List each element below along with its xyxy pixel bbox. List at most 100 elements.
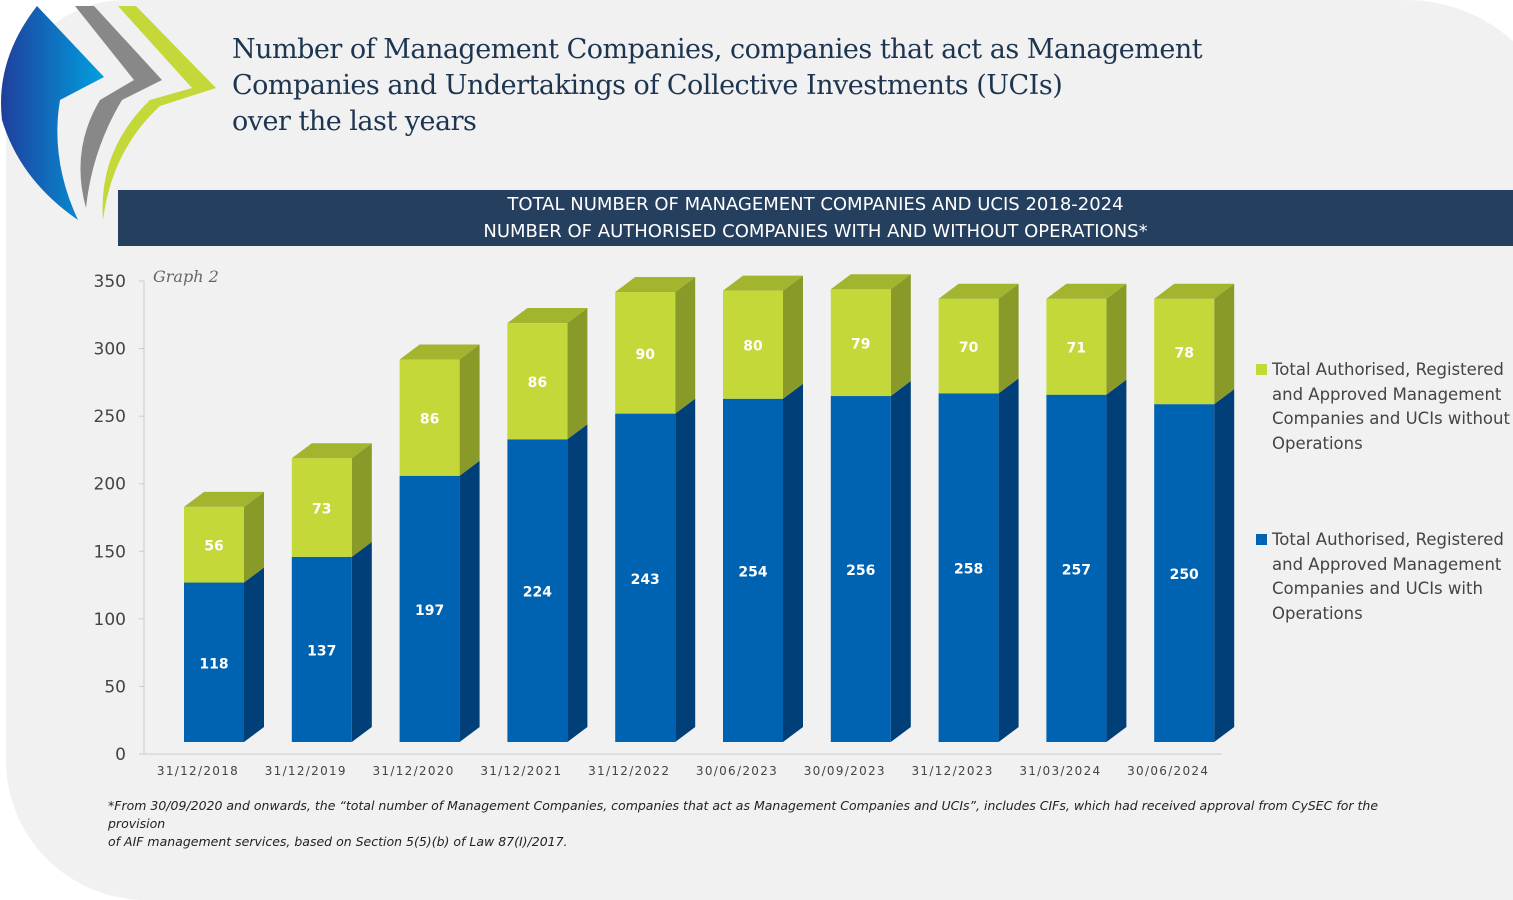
data-label: 197 xyxy=(415,603,444,619)
bar-top xyxy=(291,443,372,459)
bar-segment xyxy=(723,398,783,742)
x-tick-label: 31/12/2022 xyxy=(588,764,670,778)
bar-segment xyxy=(507,323,568,440)
legend-item-with-operations: Total Authorised, Registered and Approve… xyxy=(1256,528,1513,626)
x-tick-label: 31/12/2021 xyxy=(480,764,562,778)
x-tick-label: 31/12/2020 xyxy=(373,764,455,778)
data-label: 90 xyxy=(635,347,655,363)
bar-side xyxy=(351,443,372,557)
y-tick-label: 50 xyxy=(104,677,126,697)
bar-segment xyxy=(291,458,352,557)
data-label: 56 xyxy=(204,539,223,555)
bar-top xyxy=(938,283,1019,299)
footnote-line: of AIF management services, based on Sec… xyxy=(108,834,568,849)
y-tick-label: 0 xyxy=(115,745,126,765)
bar-segment xyxy=(615,413,676,742)
bar-side xyxy=(890,274,911,397)
x-tick-label: 31/03/2024 xyxy=(1019,764,1101,778)
bar-segment xyxy=(507,439,568,742)
page-title: Number of Management Companies, companie… xyxy=(232,32,1203,140)
data-label: 118 xyxy=(199,656,228,672)
logo xyxy=(1,6,216,220)
bar-segment xyxy=(291,556,352,742)
data-label: 250 xyxy=(1170,567,1199,583)
legend-item-without-operations: Total Authorised, Registered and Approve… xyxy=(1256,358,1513,456)
y-tick-label: 200 xyxy=(94,475,126,495)
legend-swatch-blue xyxy=(1256,534,1267,545)
banner-line-1: TOTAL NUMBER OF MANAGEMENT COMPANIES AND… xyxy=(507,194,1124,215)
bar-side xyxy=(567,424,588,742)
x-tick-label: 30/06/2023 xyxy=(696,764,778,778)
bar-side xyxy=(1214,283,1235,405)
x-tick-label: 31/12/2018 xyxy=(157,764,239,778)
bar-segment xyxy=(399,475,460,742)
bar-top xyxy=(507,308,588,324)
bar-top xyxy=(723,275,803,291)
bar-segment xyxy=(723,290,783,399)
data-label: 71 xyxy=(1067,341,1086,357)
title-line: Companies and Undertakings of Collective… xyxy=(232,70,1063,101)
y-tick-label: 300 xyxy=(94,340,126,360)
data-label: 258 xyxy=(954,562,983,578)
bar-side xyxy=(998,378,1019,742)
legend-swatch-green xyxy=(1256,364,1267,375)
data-label: 73 xyxy=(312,502,331,518)
data-label: 86 xyxy=(528,375,547,391)
bar-segment xyxy=(938,298,999,394)
data-label: 224 xyxy=(523,585,552,601)
x-tick-label: 31/12/2023 xyxy=(912,764,994,778)
bar-segment xyxy=(184,582,244,742)
bar-side xyxy=(890,381,911,742)
title-line: Number of Management Companies, companie… xyxy=(232,34,1203,65)
bar-top xyxy=(184,491,264,507)
data-label: 256 xyxy=(846,563,875,579)
bar-segment xyxy=(1154,298,1215,405)
banner-line-2: NUMBER OF AUTHORISED COMPANIES WITH AND … xyxy=(483,221,1148,242)
bar-side xyxy=(567,308,588,440)
bar-segment xyxy=(184,506,244,583)
y-tick-label: 250 xyxy=(94,407,126,427)
bar-segment xyxy=(830,289,891,397)
x-tick-label: 30/09/2023 xyxy=(804,764,886,778)
bar-top xyxy=(830,274,911,290)
bar-top xyxy=(399,344,480,360)
footnote: *From 30/09/2020 and onwards, the “total… xyxy=(108,797,1408,851)
bar-side xyxy=(998,283,1019,394)
bar-segment xyxy=(1154,404,1215,742)
x-tick-label: 30/06/2024 xyxy=(1127,764,1209,778)
data-label: 70 xyxy=(959,340,979,356)
footnote-line: *From 30/09/2020 and onwards, the “total… xyxy=(108,798,1379,831)
bar-segment xyxy=(1046,394,1107,742)
legend-label: Total Authorised, Registered and Approve… xyxy=(1272,360,1510,453)
chart-banner: TOTAL NUMBER OF MANAGEMENT COMPANIES AND… xyxy=(118,190,1513,246)
bar-top xyxy=(1046,283,1127,299)
bar-segment xyxy=(399,359,460,476)
y-tick-label: 100 xyxy=(94,610,126,630)
bar-side xyxy=(459,460,480,742)
x-tick-label: 31/12/2019 xyxy=(265,764,347,778)
data-label: 257 xyxy=(1062,562,1091,578)
bar-side xyxy=(783,383,803,742)
bar-segment xyxy=(830,396,891,742)
bar-side xyxy=(675,276,696,414)
data-label: 254 xyxy=(738,564,767,580)
bar-side xyxy=(675,398,696,742)
y-tick-label: 350 xyxy=(94,272,126,292)
data-label: 86 xyxy=(420,412,439,428)
bar-side xyxy=(459,344,480,476)
bar-segment xyxy=(1046,298,1107,395)
bar-segment xyxy=(615,291,676,414)
data-label: 243 xyxy=(631,572,660,588)
bar-side xyxy=(1106,379,1127,742)
bar-chart: 0 50 100 150 200 250 300 350 118 56 31/12/2018 137 7… xyxy=(94,272,1235,778)
legend-label: Total Authorised, Registered and Approve… xyxy=(1272,530,1504,623)
bar-top xyxy=(1154,283,1235,299)
bar-side xyxy=(351,541,372,742)
data-label: 80 xyxy=(743,339,763,355)
bar-side xyxy=(1214,389,1235,742)
data-label: 79 xyxy=(851,337,870,353)
bar-side xyxy=(1106,283,1127,395)
data-label: 78 xyxy=(1174,345,1193,361)
bar-side xyxy=(783,275,803,399)
bar-side xyxy=(244,567,264,742)
